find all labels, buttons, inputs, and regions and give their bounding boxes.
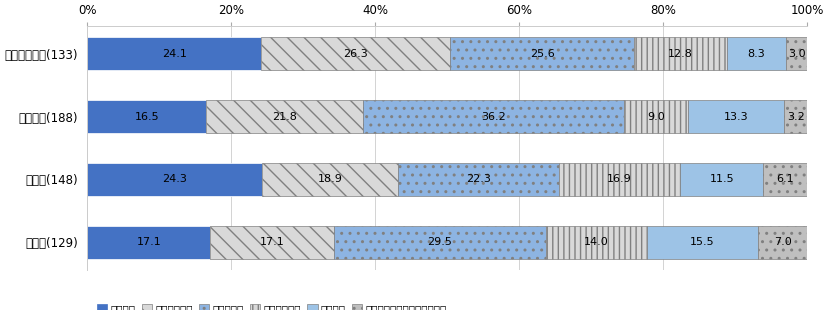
Bar [362,100,623,133]
Text: 26.3: 26.3 [342,49,367,59]
Text: 12.8: 12.8 [667,49,692,59]
Text: 24.1: 24.1 [161,49,186,59]
Bar [783,100,806,133]
Text: 3.0: 3.0 [787,49,805,59]
Bar [545,226,646,259]
Bar [88,163,262,196]
Bar [398,163,558,196]
Text: 9.0: 9.0 [647,112,664,122]
Text: 16.5: 16.5 [134,112,159,122]
Bar [558,163,680,196]
Text: 16.9: 16.9 [606,175,631,184]
Bar [623,100,687,133]
Text: 21.8: 21.8 [272,112,297,122]
Text: 22.3: 22.3 [466,175,490,184]
Bar [88,100,206,133]
Text: 24.3: 24.3 [162,175,187,184]
Text: 15.5: 15.5 [689,237,714,247]
Bar [88,37,261,70]
Text: 3.2: 3.2 [786,112,804,122]
Bar [450,37,633,70]
Bar [633,37,725,70]
Bar [762,163,806,196]
Bar [680,163,762,196]
Bar [262,163,398,196]
Bar [786,37,807,70]
Text: 36.2: 36.2 [480,112,505,122]
Bar [206,100,362,133]
Text: 29.5: 29.5 [427,237,452,247]
Bar [261,37,450,70]
Bar [210,226,333,259]
Text: 8.3: 8.3 [747,49,764,59]
Bar [687,100,783,133]
Text: 25.6: 25.6 [529,49,554,59]
Text: 17.1: 17.1 [260,237,284,247]
Text: 6.1: 6.1 [776,175,793,184]
Text: 11.5: 11.5 [709,175,734,184]
Bar [333,226,545,259]
Text: 7.0: 7.0 [773,237,791,247]
Bar [725,37,786,70]
Legend: 悪化した, やや悪化した, 変わらない, 少し回復した, 回復した, おぼえていない、わからない: 悪化した, やや悪化した, 変わらない, 少し回復した, 回復した, おぼえてい… [93,300,451,310]
Text: 13.3: 13.3 [723,112,748,122]
Bar [646,226,758,259]
Text: 18.9: 18.9 [318,175,342,184]
Bar [88,226,210,259]
Bar [758,226,808,259]
Text: 17.1: 17.1 [136,237,161,247]
Text: 14.0: 14.0 [583,237,608,247]
